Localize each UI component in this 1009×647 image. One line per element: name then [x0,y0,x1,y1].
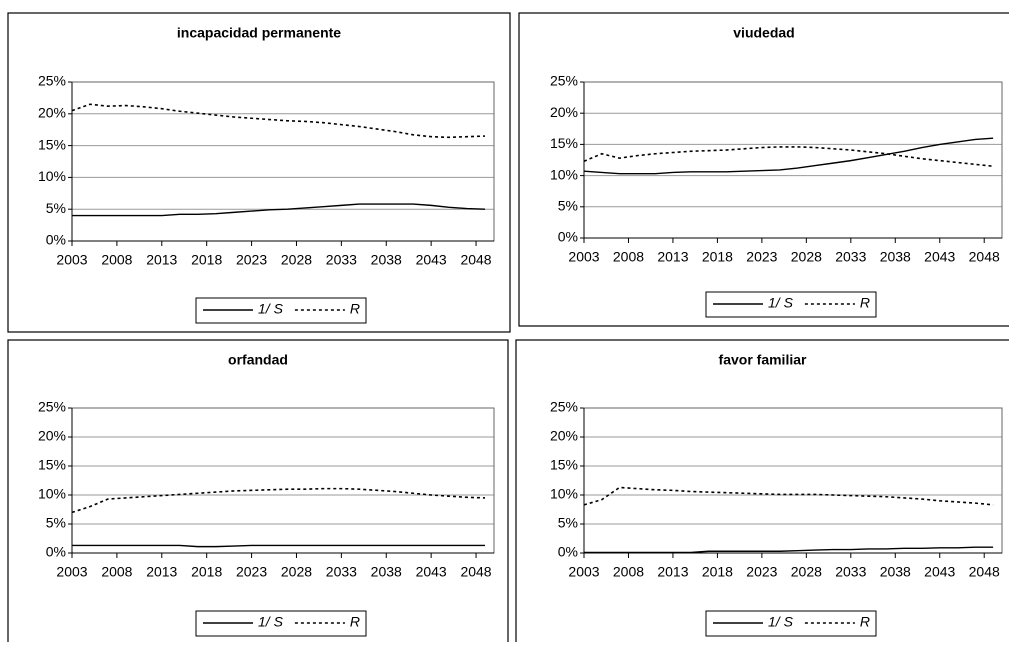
chart-title: orfandad [228,352,288,368]
x-tick-label: 2033 [326,564,357,580]
x-tick-label: 2018 [191,564,222,580]
x-tick-label: 2043 [924,564,955,580]
x-tick-label: 2028 [791,249,822,265]
panel-border [518,12,1009,327]
y-tick-label: 5% [46,515,66,531]
y-tick-label: 5% [46,200,66,216]
series-line [584,546,994,554]
series-line [72,544,486,548]
x-tick-label: 2048 [969,564,1000,580]
series-line [583,486,994,506]
y-tick-label: 20% [550,428,578,444]
legend-label: 1/ S [258,614,284,630]
y-tick-label: 25% [38,73,66,89]
y-tick-label: 10% [38,168,66,184]
y-tick-label: 5% [558,515,578,531]
x-tick-label: 2033 [326,252,357,268]
x-tick-label: 2008 [101,252,132,268]
x-tick-label: 2033 [835,564,866,580]
y-tick-label: 15% [550,135,578,151]
legend-label: R [350,614,360,630]
y-tick-label: 0% [46,544,66,560]
x-tick-label: 2043 [416,564,447,580]
x-tick-label: 2013 [657,564,688,580]
y-tick-label: 25% [550,399,578,415]
x-tick-label: 2018 [702,249,733,265]
legend-label: 1/ S [768,295,794,311]
series-line [72,203,486,217]
y-tick-label: 10% [38,486,66,502]
x-tick-label: 2018 [702,564,733,580]
legend-label: R [860,614,870,630]
y-tick-label: 25% [38,399,66,415]
x-tick-label: 2018 [191,252,222,268]
chart-title: incapacidad permanente [177,25,341,41]
x-tick-label: 2003 [56,252,87,268]
x-tick-label: 2028 [281,252,312,268]
x-tick-label: 2023 [236,252,267,268]
y-tick-label: 20% [38,428,66,444]
y-tick-label: 0% [558,229,578,245]
panel-border [7,12,511,333]
x-tick-label: 2043 [924,249,955,265]
x-tick-label: 2043 [416,252,447,268]
x-tick-label: 2038 [880,564,911,580]
x-tick-label: 2028 [791,564,822,580]
y-tick-label: 10% [550,486,578,502]
y-tick-label: 0% [558,544,578,560]
x-tick-label: 2008 [613,564,644,580]
x-tick-label: 2028 [281,564,312,580]
panel-border [515,339,1009,646]
y-tick-label: 10% [550,166,578,182]
x-tick-label: 2038 [371,564,402,580]
x-tick-label: 2013 [146,564,177,580]
x-tick-label: 2003 [568,249,599,265]
y-tick-label: 15% [38,136,66,152]
chart-title: favor familiar [719,352,807,368]
x-tick-label: 2008 [613,249,644,265]
y-tick-label: 15% [550,457,578,473]
y-tick-label: 20% [38,105,66,121]
legend-label: R [860,295,870,311]
x-tick-label: 2048 [460,564,491,580]
x-tick-label: 2038 [371,252,402,268]
x-tick-label: 2003 [568,564,599,580]
panel-border [7,339,509,646]
x-tick-label: 2008 [101,564,132,580]
series-line [583,146,994,168]
x-tick-label: 2003 [56,564,87,580]
y-tick-label: 20% [550,104,578,120]
x-tick-label: 2023 [236,564,267,580]
y-tick-label: 15% [38,457,66,473]
x-tick-label: 2048 [969,249,1000,265]
legend-label: 1/ S [258,301,284,317]
x-tick-label: 2048 [460,252,491,268]
x-tick-label: 2013 [146,252,177,268]
legend-label: R [350,301,360,317]
x-tick-label: 2038 [880,249,911,265]
series-line [583,137,994,175]
y-tick-label: 5% [558,198,578,214]
x-tick-label: 2013 [657,249,688,265]
x-tick-label: 2023 [746,564,777,580]
x-tick-label: 2023 [746,249,777,265]
y-tick-label: 0% [46,232,66,248]
x-tick-label: 2033 [835,249,866,265]
legend-label: 1/ S [768,614,794,630]
chart-title: viudedad [733,25,794,41]
y-tick-label: 25% [550,73,578,89]
